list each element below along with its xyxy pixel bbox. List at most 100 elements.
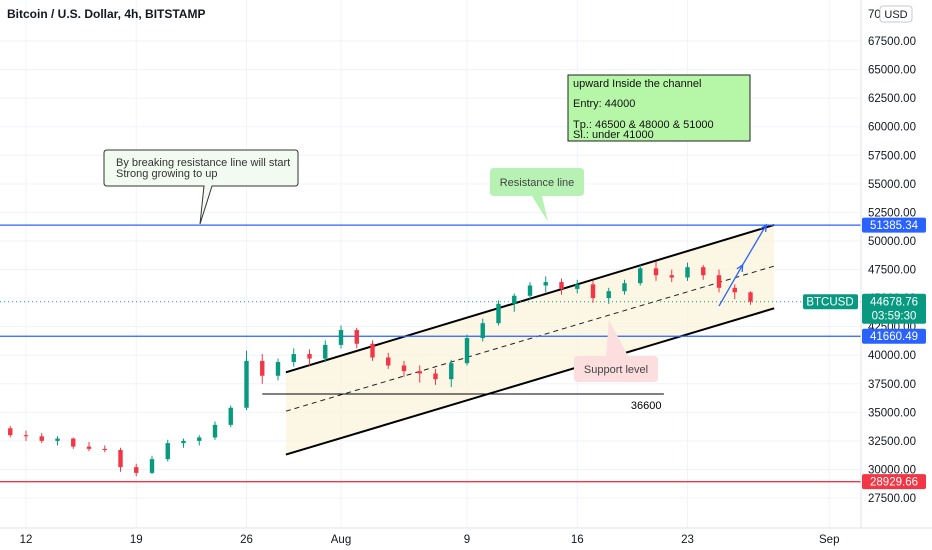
candle-body [307, 354, 312, 359]
price-tick-label: 27500.00 [868, 493, 916, 505]
svg-text:51385.34: 51385.34 [870, 220, 919, 232]
candle-body [118, 450, 123, 468]
candle-body [102, 448, 107, 451]
price-tick-label: 30000.00 [868, 464, 916, 476]
candle-body [685, 267, 690, 278]
trade-note-line-1: upward Inside the channel [573, 78, 701, 90]
candle-body [244, 360, 249, 408]
time-tick-label: 23 [681, 534, 694, 546]
candle-body [512, 295, 517, 304]
level-36600-label: 36600 [631, 400, 662, 412]
last-price-tag: 44678.76 03:59:30 [862, 293, 926, 324]
time-tick-label: Sep [819, 534, 839, 546]
projection-segment [718, 264, 744, 307]
time-tick-label: Aug [331, 534, 351, 546]
breakout-callout-line-1: By breaking resistance line will start [116, 157, 290, 169]
candle-body [212, 424, 218, 438]
currency-label: USD [884, 9, 907, 21]
candle-body [543, 282, 548, 286]
projection-arrowhead [760, 223, 768, 232]
resistance-callout-text: Resistance line [500, 177, 575, 189]
time-tick-label: 19 [130, 534, 143, 546]
price-tick-label: 57500.00 [868, 150, 916, 162]
svg-text:41660.49: 41660.49 [870, 331, 918, 343]
time-tick-label: 26 [240, 534, 253, 546]
svg-text:03:59:30: 03:59:30 [872, 311, 917, 323]
support-price-tag: 41660.49 [862, 328, 926, 344]
svg-text:28929.66: 28929.66 [870, 477, 918, 489]
candle-body [55, 438, 60, 441]
candle-body [165, 443, 170, 460]
candle-body [496, 303, 501, 324]
candle-body [181, 440, 186, 444]
price-tick-label: 65000.00 [868, 65, 916, 77]
candle-body [39, 436, 44, 441]
price-tick-label: 60000.00 [868, 122, 916, 134]
candle-body [480, 323, 485, 339]
price-tick-label: 52500.00 [868, 207, 916, 219]
time-tick-label: 16 [571, 534, 584, 546]
candle-body [354, 330, 359, 344]
candle-body [197, 437, 202, 441]
chart-title: Bitcoin / U.S. Dollar, 4h, BITSTAMP [7, 7, 205, 21]
candle-body [8, 428, 13, 436]
breakout-callout-line-2: Strong growing to up [116, 168, 218, 180]
low-price-tag: 28929.66 [862, 474, 926, 490]
candle-body [291, 354, 296, 363]
candle-body [653, 268, 659, 276]
price-tick-label: 35000.00 [868, 407, 916, 419]
svg-text:44678.76: 44678.76 [870, 297, 918, 309]
candle-body [622, 283, 627, 292]
channel-mid-line[interactable] [285, 265, 775, 412]
candle-body [401, 365, 407, 372]
projection-arrow[interactable] [718, 223, 768, 307]
candle-body [86, 446, 92, 449]
trade-note-line-2: Entry: 44000 [573, 98, 635, 110]
resistance-callout[interactable]: Resistance line [490, 168, 584, 222]
breakout-callout[interactable]: By breaking resistance line will start S… [103, 149, 299, 225]
candle-body [590, 284, 596, 299]
price-tick-label: 67500.00 [868, 36, 916, 48]
time-axis[interactable]: 12 19 26 Aug 9 16 23 Sep [20, 534, 840, 546]
price-axis[interactable]: 67500.00 65000.00 62500.00 60000.00 57500.00… [868, 36, 916, 505]
channel-fill [285, 224, 775, 455]
candle-body [386, 357, 391, 366]
time-tick-label: 12 [20, 534, 33, 546]
price-tick-label: 32500.00 [868, 436, 916, 448]
time-tick-label: 9 [464, 534, 470, 546]
price-tick-label: 40000.00 [868, 350, 916, 362]
price-tick-label: 62500.00 [868, 93, 916, 105]
candle-body [275, 362, 281, 376]
candle-body [701, 267, 706, 276]
support-callout[interactable]: Support level [574, 320, 658, 382]
currency-button[interactable]: USD [879, 5, 913, 23]
svg-text:BTCUSD: BTCUSD [806, 297, 853, 309]
candle-body [417, 371, 422, 374]
candle-body [323, 344, 328, 359]
candle-body [527, 285, 533, 296]
channel-lower-line[interactable] [285, 307, 775, 456]
resistance-price-tag: 51385.34 [862, 217, 926, 233]
candle-body [260, 360, 265, 376]
trade-note-line-4: Sl.: under 41000 [573, 129, 654, 141]
candle-body [748, 292, 753, 302]
candle-body [23, 435, 29, 437]
candle-body [370, 343, 375, 358]
candles [8, 261, 753, 477]
candle-body [228, 407, 233, 425]
price-tick-label: 47500.00 [868, 265, 916, 277]
candle-body [559, 282, 564, 289]
symbol-tag: BTCUSD [803, 294, 858, 310]
trade-note-box[interactable]: upward Inside the channel Entry: 44000 T… [567, 74, 751, 142]
trade-note-line-3: Tp.: 46500 & 48000 & 51000 [573, 119, 714, 131]
candle-body [606, 291, 611, 299]
projection-segment [742, 224, 767, 266]
price-tick-label: 55000.00 [868, 179, 916, 191]
price-tick-label: 50000.00 [868, 236, 916, 248]
candle-body [71, 438, 76, 447]
candle-body [449, 363, 454, 380]
price-tick-label: 37500.00 [868, 379, 916, 391]
candle-body [669, 275, 674, 278]
candle-body [638, 268, 643, 284]
